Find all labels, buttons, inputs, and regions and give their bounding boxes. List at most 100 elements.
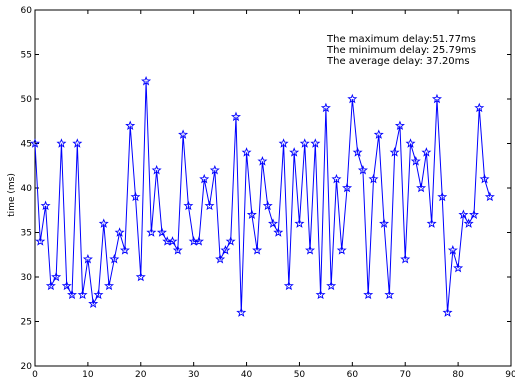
data-point — [135, 271, 146, 282]
y-tick-label: 55 — [21, 51, 32, 61]
data-point — [67, 289, 78, 300]
data-point — [252, 245, 263, 255]
data-point — [320, 102, 331, 113]
data-point — [246, 209, 257, 219]
data-point — [72, 138, 83, 148]
data-point — [183, 200, 194, 211]
series-polyline — [34, 81, 491, 313]
data-point — [220, 245, 231, 255]
data-point — [289, 147, 300, 157]
y-tick-label: 45 — [21, 140, 32, 150]
data-point — [463, 218, 474, 228]
data-point — [35, 236, 46, 246]
axis-ticks: 0 10 20 30 40 50 60 70 80 90 20 25 30 35 40 45 50 55 60 — [21, 6, 515, 380]
data-point — [437, 191, 448, 202]
data-point — [426, 218, 437, 228]
data-point — [368, 173, 379, 184]
data-point — [146, 227, 157, 237]
annotation-avg-delay: The average delay: 37.20ms — [326, 56, 470, 67]
data-point — [458, 209, 469, 219]
data-point — [241, 147, 252, 157]
data-point — [215, 253, 226, 264]
data-point — [151, 164, 162, 175]
data-point — [125, 120, 136, 130]
y-tick-label: 25 — [21, 318, 32, 328]
data-point — [410, 156, 421, 166]
data-point — [310, 138, 321, 148]
data-point — [453, 262, 464, 273]
data-point — [114, 227, 125, 237]
data-point — [225, 236, 236, 246]
data-point — [442, 307, 453, 317]
data-point — [347, 93, 358, 104]
data-point — [389, 147, 400, 157]
y-tick-label: 60 — [21, 6, 33, 16]
x-tick-label: 10 — [82, 370, 94, 380]
data-point — [474, 102, 485, 113]
x-tick-label: 0 — [32, 370, 38, 380]
x-tick-label: 60 — [347, 370, 359, 380]
data-point — [61, 280, 72, 291]
data-point — [479, 173, 490, 184]
y-tick-label: 40 — [21, 184, 33, 194]
x-tick-label: 90 — [505, 370, 515, 380]
data-point — [236, 307, 247, 317]
data-point — [278, 138, 289, 148]
data-point — [204, 200, 215, 211]
data-point — [193, 236, 204, 246]
data-point — [468, 209, 479, 219]
data-point — [209, 164, 220, 175]
data-point — [394, 120, 405, 130]
data-point — [262, 200, 273, 211]
data-point — [167, 236, 178, 246]
data-point — [56, 138, 67, 148]
data-point — [88, 298, 99, 308]
series-line — [34, 81, 491, 313]
data-point — [447, 245, 458, 255]
x-tick-label: 40 — [241, 370, 253, 380]
data-point — [331, 173, 342, 184]
data-point — [178, 129, 189, 139]
annotation-max-delay: The maximum delay:51.77ms — [326, 34, 476, 45]
x-tick-label: 20 — [135, 370, 147, 380]
data-point — [119, 245, 130, 255]
data-point — [93, 289, 104, 300]
data-point — [357, 164, 368, 175]
data-point — [141, 75, 152, 86]
data-point — [156, 227, 167, 237]
data-point — [294, 218, 305, 228]
y-tick-label: 35 — [21, 229, 32, 239]
data-point — [257, 156, 268, 166]
data-point — [273, 227, 284, 237]
data-point — [98, 218, 109, 228]
series-markers — [30, 75, 495, 317]
y-tick-label: 20 — [21, 362, 33, 372]
y-tick-label: 50 — [21, 95, 33, 105]
data-point — [82, 253, 93, 264]
data-point — [305, 245, 316, 255]
data-point — [77, 289, 88, 300]
annotation-min-delay: The minimum delay: 25.79ms — [326, 45, 476, 56]
data-point — [373, 129, 384, 139]
data-point — [104, 280, 115, 291]
data-point — [384, 289, 395, 300]
data-point — [315, 289, 326, 300]
data-point — [400, 253, 411, 264]
data-point — [230, 111, 241, 122]
data-point — [336, 245, 347, 255]
data-point — [326, 280, 337, 291]
data-point — [484, 191, 495, 202]
data-point — [421, 147, 432, 157]
x-tick-label: 30 — [188, 370, 200, 380]
x-tick-label: 80 — [452, 370, 464, 380]
data-point — [283, 280, 294, 291]
data-point — [352, 147, 363, 157]
data-point — [172, 245, 183, 255]
data-point — [199, 173, 210, 184]
data-point — [363, 289, 374, 300]
data-point — [431, 93, 442, 104]
data-point — [405, 138, 416, 148]
data-point — [130, 191, 141, 202]
data-point — [416, 182, 427, 193]
x-tick-label: 50 — [294, 370, 306, 380]
